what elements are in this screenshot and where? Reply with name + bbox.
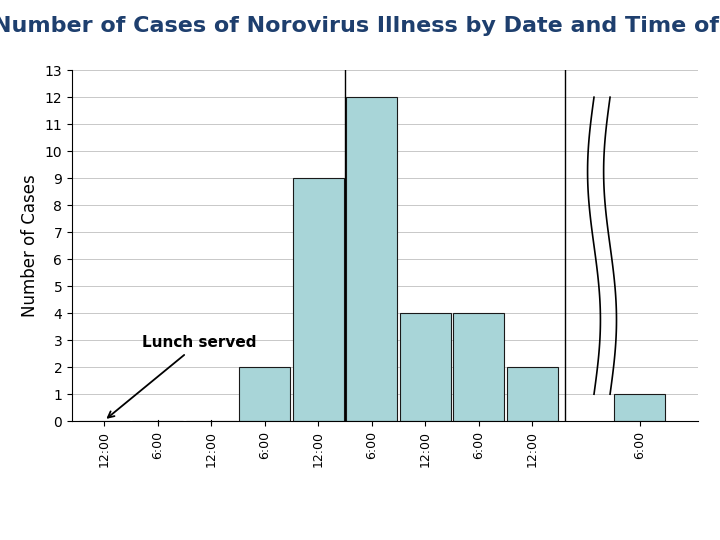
Text: Number of Cases of Norovirus Illness by Date and Time of Onset: Number of Cases of Norovirus Illness by … xyxy=(0,16,720,36)
Y-axis label: Number of Cases: Number of Cases xyxy=(21,174,39,317)
Text: Lunch served: Lunch served xyxy=(108,335,256,417)
Bar xyxy=(293,178,343,421)
Bar xyxy=(614,394,665,421)
Bar xyxy=(346,97,397,421)
Bar xyxy=(454,313,504,421)
Bar xyxy=(400,313,451,421)
Bar xyxy=(507,367,558,421)
Bar xyxy=(239,367,290,421)
